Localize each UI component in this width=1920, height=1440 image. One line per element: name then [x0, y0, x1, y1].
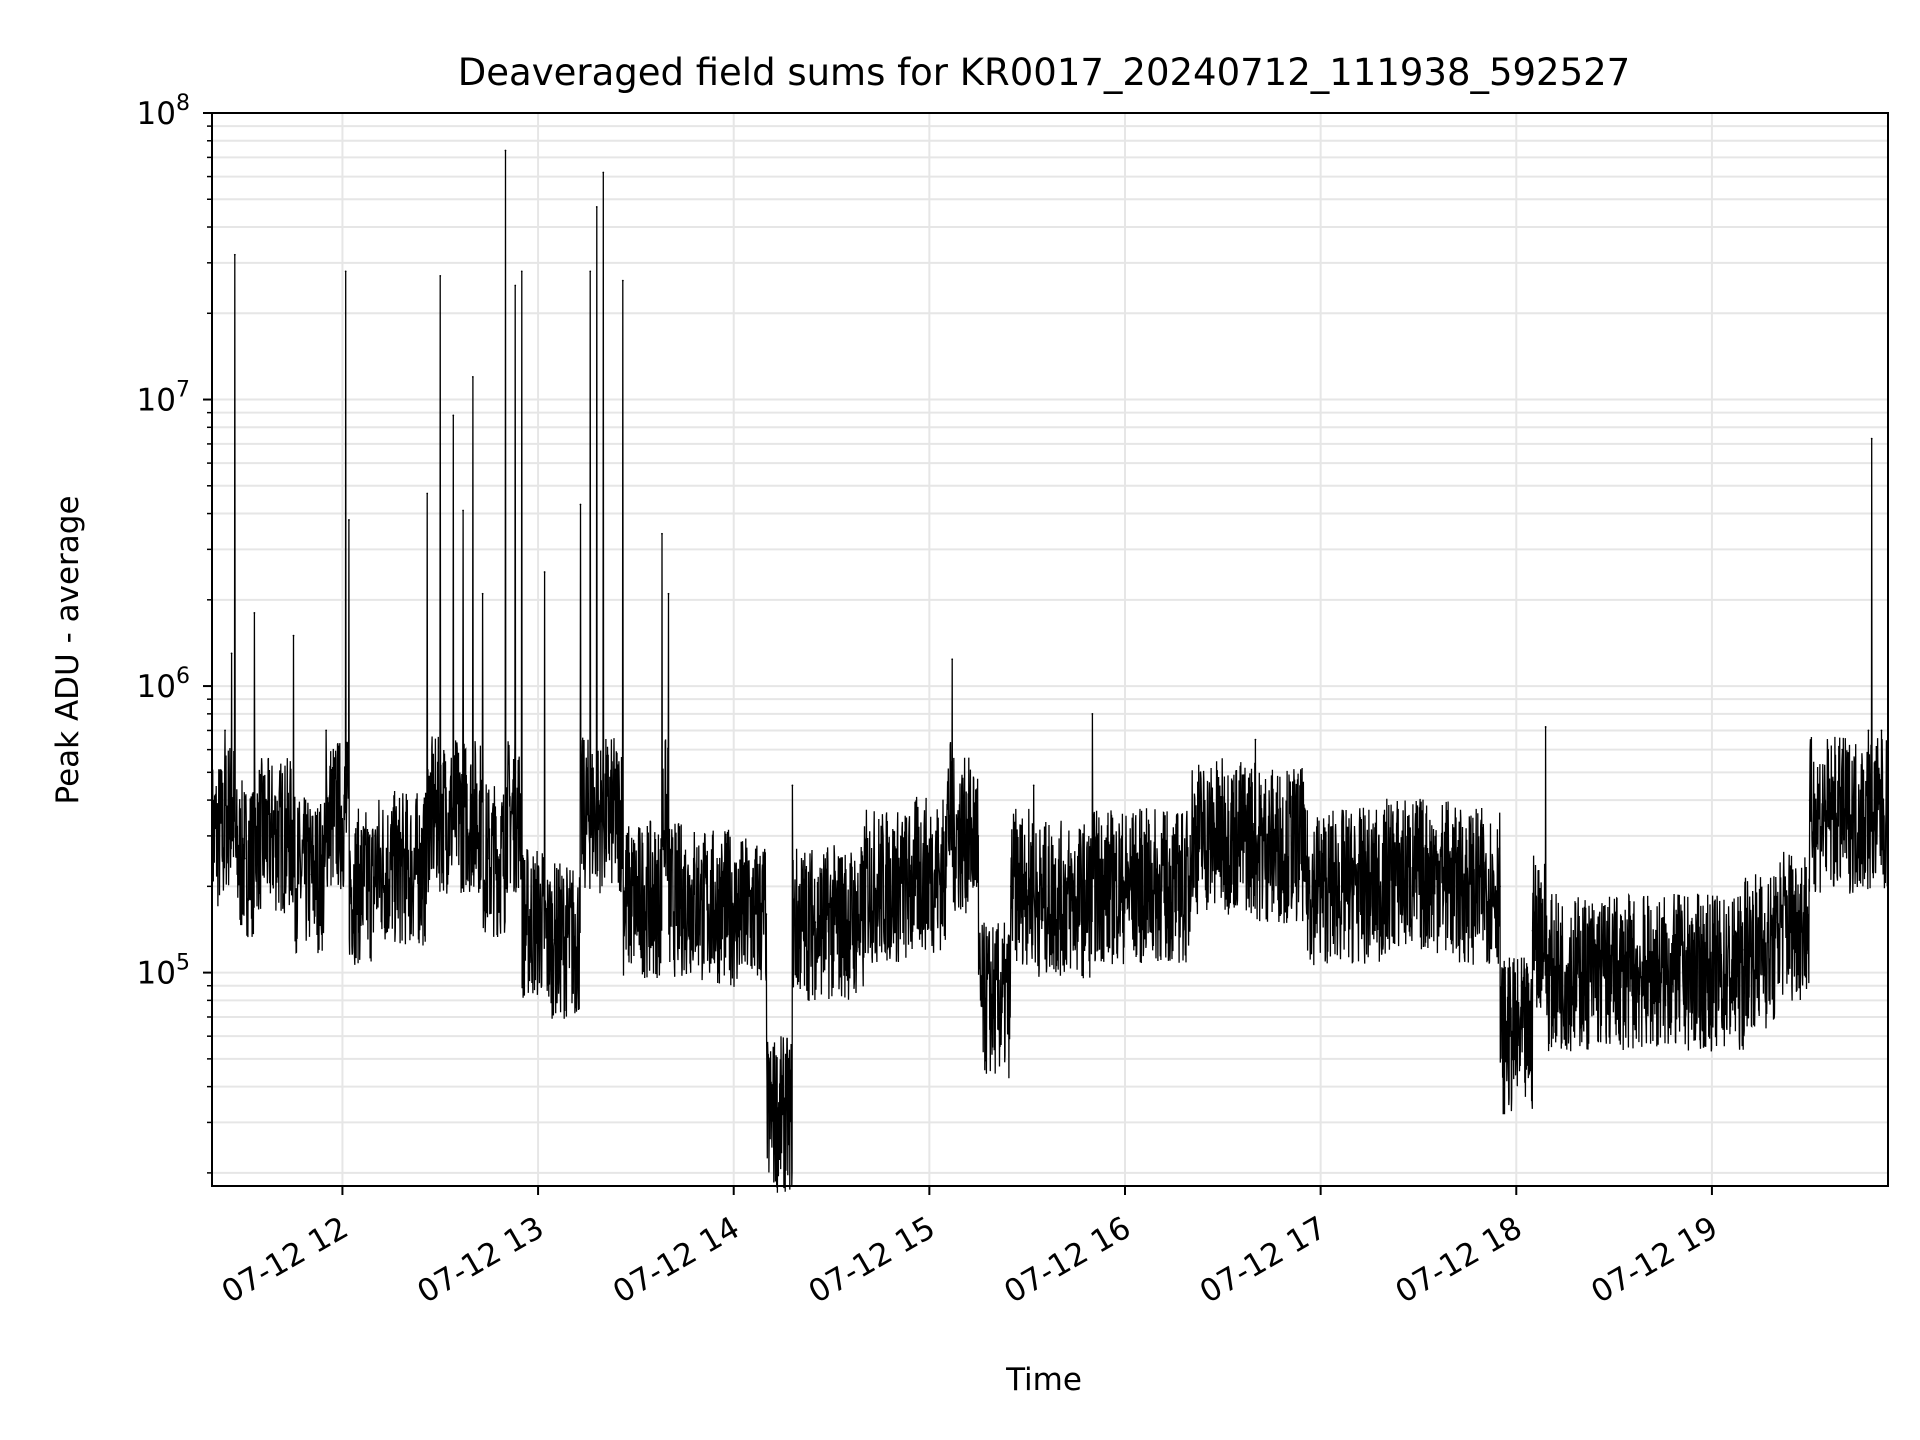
data-point	[661, 532, 663, 535]
data-point	[308, 873, 311, 876]
x-tick-label: 07-12 15	[803, 1210, 942, 1311]
data-point	[439, 275, 442, 277]
data-point	[993, 999, 996, 1002]
data-point	[634, 898, 637, 901]
data-point	[579, 503, 582, 506]
data-point	[1743, 949, 1746, 951]
data-point	[977, 834, 980, 837]
grid-lines	[212, 112, 1888, 1186]
data-point	[863, 885, 866, 888]
data-point	[243, 857, 246, 860]
data-point	[765, 913, 768, 916]
data-point	[471, 375, 474, 378]
data-point	[253, 612, 256, 614]
data-point	[814, 921, 817, 924]
data-point	[944, 815, 947, 818]
data-point	[514, 284, 517, 287]
data-point	[1091, 712, 1094, 715]
data-point	[1303, 843, 1306, 846]
data-point	[233, 253, 236, 256]
y-tick-label: 105	[137, 951, 190, 992]
data-point	[1580, 971, 1583, 974]
x-tick-label: 07-12 12	[216, 1210, 355, 1311]
y-tick-label: 106	[137, 664, 190, 705]
data-series	[211, 149, 1889, 1193]
data-point	[504, 149, 507, 152]
data-point	[1009, 885, 1012, 888]
data-point	[224, 729, 226, 732]
data-point	[374, 834, 376, 837]
data-point	[1870, 437, 1873, 440]
data-point	[1499, 885, 1501, 888]
data-point	[1124, 885, 1126, 888]
data-point	[1841, 748, 1844, 751]
data-point	[1808, 799, 1811, 801]
data-point	[1544, 726, 1547, 728]
data-point	[481, 592, 484, 595]
x-tick-label: 07-12 16	[998, 1210, 1137, 1311]
data-point	[354, 885, 357, 888]
data-point	[230, 652, 233, 655]
data-point	[912, 873, 914, 876]
data-point	[1450, 857, 1452, 860]
chart-title: Deaveraged field sums for KR0017_2024071…	[458, 51, 1630, 94]
data-point	[1867, 729, 1870, 732]
data-point	[553, 939, 556, 941]
x-tick-label: 07-12 19	[1585, 1210, 1724, 1311]
data-point	[732, 905, 735, 908]
x-axis-label: Time	[1005, 1362, 1082, 1398]
data-point	[348, 519, 350, 521]
data-point	[1032, 784, 1035, 787]
data-point	[325, 729, 328, 732]
x-tick-label: 07-12 14	[607, 1210, 746, 1311]
data-point	[406, 868, 409, 870]
data-point	[667, 592, 670, 595]
data-point	[462, 509, 464, 512]
data-point	[1336, 885, 1338, 888]
data-point	[292, 634, 295, 637]
data-point	[269, 834, 272, 837]
plot-frame	[211, 112, 1889, 1187]
x-tick-label: 07-12 13	[411, 1210, 550, 1311]
data-point	[452, 414, 455, 417]
y-tick-label: 107	[137, 378, 190, 419]
data-point	[1711, 971, 1713, 974]
data-point	[537, 921, 539, 924]
data-point	[543, 571, 546, 573]
data-point	[1776, 921, 1779, 924]
data-point	[1880, 729, 1883, 732]
data-point	[488, 857, 491, 860]
data-point	[1384, 873, 1387, 876]
data-point	[344, 270, 347, 273]
data-point	[589, 270, 592, 273]
data-point	[426, 492, 429, 495]
data-point	[1254, 738, 1257, 741]
data-point	[602, 171, 605, 174]
x-tick-label: 07-12 18	[1390, 1210, 1529, 1311]
data-point	[1189, 834, 1192, 837]
data-point	[1508, 1035, 1511, 1038]
y-axis-label: Peak ADU - average	[50, 495, 86, 804]
data-point	[595, 206, 598, 208]
data-point	[951, 658, 954, 661]
data-point	[621, 279, 624, 282]
series-line	[211, 150, 1889, 1193]
data-point	[1075, 898, 1077, 901]
data-point	[791, 784, 794, 787]
data-point	[1531, 929, 1534, 932]
data-point	[781, 1113, 784, 1116]
data-point	[520, 270, 523, 273]
data-point	[700, 898, 703, 901]
y-tick-label: 108	[137, 91, 190, 132]
x-tick-label: 07-12 17	[1194, 1210, 1333, 1311]
data-point	[1645, 959, 1648, 962]
